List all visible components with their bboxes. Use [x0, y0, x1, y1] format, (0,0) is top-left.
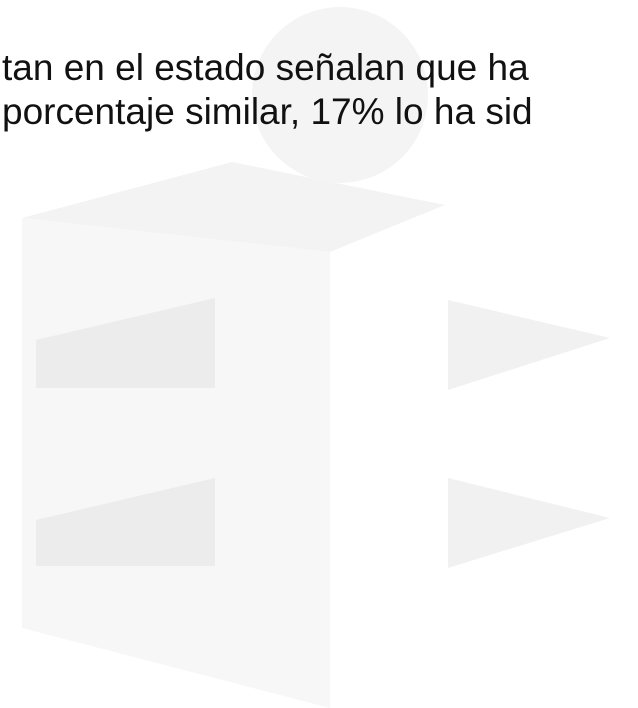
text-line: porcentaje similar, 17% lo ha sid: [2, 90, 533, 134]
logo-slot: [448, 300, 610, 390]
logo-left-face: [22, 218, 330, 708]
logo-slot: [448, 478, 610, 568]
logo-right-face: [330, 205, 445, 708]
slide: tan en el estado señalan que ha porcenta…: [0, 0, 638, 708]
text-line: tan en el estado señalan que ha: [2, 46, 529, 90]
